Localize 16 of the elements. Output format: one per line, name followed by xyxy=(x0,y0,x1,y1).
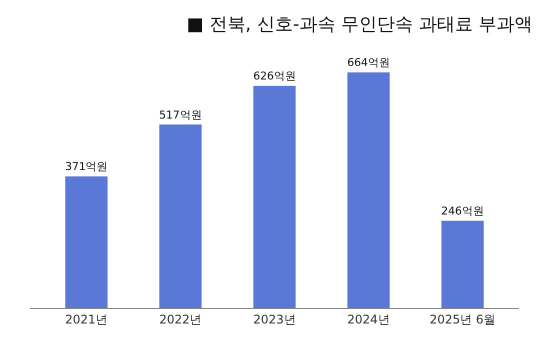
bar xyxy=(441,220,484,308)
data-label: 626억원 xyxy=(253,70,296,83)
bar xyxy=(347,72,390,308)
bar xyxy=(253,86,296,308)
x-tick-label: 2024년 xyxy=(347,312,390,326)
data-label: 246억원 xyxy=(441,204,484,218)
bar xyxy=(159,124,202,308)
data-label: 664억원 xyxy=(347,56,390,70)
data-label: 371억원 xyxy=(65,160,108,174)
x-tick-label: 2022년 xyxy=(159,312,202,326)
chart-title: ■ 전북, 신호-과속 무인단속 과태료 부과액 xyxy=(186,14,533,35)
data-label: 517억원 xyxy=(159,108,202,122)
bar xyxy=(65,176,108,308)
x-tick-label: 2021년 xyxy=(65,312,108,326)
x-tick-label: 2025년 6월 xyxy=(430,312,496,326)
x-tick-label: 2023년 xyxy=(253,312,296,326)
